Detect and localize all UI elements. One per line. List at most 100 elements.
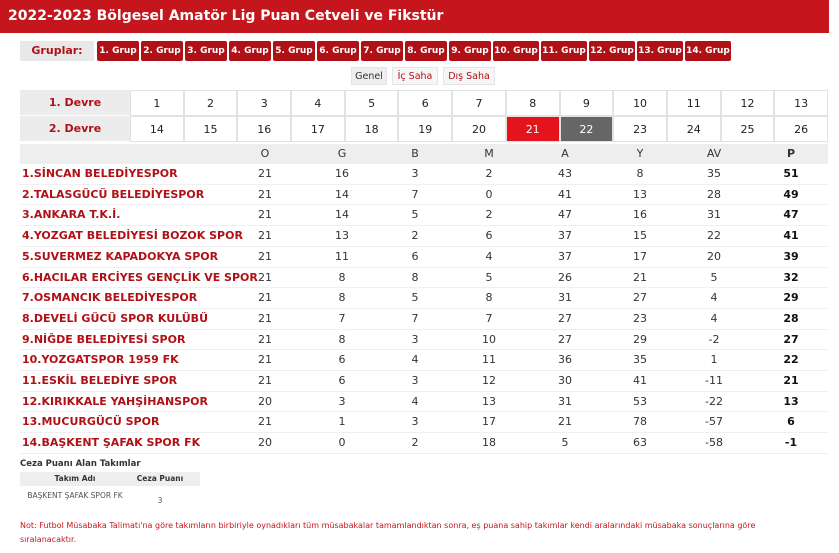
week-cell[interactable]: 14 — [130, 116, 184, 142]
stat-cell: 26 — [558, 270, 572, 284]
stat-cell: 8 — [338, 332, 346, 346]
group-button[interactable]: 6. Grup — [317, 41, 359, 61]
stat-cell: 7 — [411, 311, 419, 325]
stat-cell: -11 — [705, 374, 723, 387]
stat-cell: 13 — [633, 187, 647, 201]
group-button[interactable]: 14. Grup — [685, 41, 731, 61]
groups-label: Gruplar: — [20, 41, 94, 61]
tab[interactable]: Genel — [351, 67, 387, 85]
week-cell[interactable]: 8 — [505, 90, 560, 116]
tab[interactable]: İç Saha — [392, 67, 438, 85]
week-cell[interactable]: 15 — [183, 116, 238, 142]
group-button[interactable]: 1. Grup — [97, 41, 139, 61]
week-cell[interactable]: 19 — [398, 116, 453, 142]
stat-cell: 16 — [633, 208, 647, 222]
penalty-col: Takım Adı — [54, 474, 96, 483]
team-name[interactable]: 13.MUCURGÜCÜ SPOR — [22, 415, 160, 429]
stat-cell: 2 — [485, 208, 493, 222]
week-cell[interactable]: 5 — [344, 90, 399, 116]
stat-cell: 0 — [485, 187, 493, 201]
row-separator — [20, 349, 828, 351]
stat-cell: 3 — [411, 332, 419, 346]
week-cell[interactable]: 10 — [613, 90, 667, 116]
stat-cell: 27 — [633, 291, 647, 305]
team-name[interactable]: 4.YOZGAT BELEDİYESİ BOZOK SPOR — [22, 229, 243, 243]
stat-cell: 5 — [485, 270, 493, 284]
team-name[interactable]: 2.TALASGÜCÜ BELEDİYESPOR — [22, 187, 205, 201]
group-button[interactable]: 8. Grup — [405, 41, 447, 61]
week-cell[interactable]: 1 — [130, 90, 184, 116]
team-name[interactable]: 6.HACILAR ERCİYES GENÇLİK VE SPOR — [22, 270, 258, 284]
team-name[interactable]: 3.ANKARA T.K.İ. — [22, 208, 121, 222]
stat-cell: 21 — [633, 270, 647, 284]
week-cell[interactable]: 2 — [183, 90, 238, 116]
stat-cell: 21 — [258, 229, 272, 243]
team-name[interactable]: 9.NİĞDE BELEDİYESİ SPOR — [22, 332, 186, 346]
week-cell[interactable]: 12 — [720, 90, 775, 116]
team-name[interactable]: 10.YOZGATSPOR 1959 FK — [22, 353, 179, 367]
row-separator — [20, 245, 828, 247]
team-name[interactable]: 5.SUVERMEZ KAPADOKYA SPOR — [22, 249, 219, 263]
stat-cell: 29 — [633, 332, 647, 346]
tab[interactable]: Dış Saha — [443, 67, 495, 85]
stat-cell: 29 — [783, 291, 799, 305]
stat-cell: 5 — [411, 208, 419, 222]
group-button[interactable]: 2. Grup — [141, 41, 183, 61]
row-separator — [20, 266, 828, 268]
stat-cell: 39 — [783, 249, 799, 263]
row-separator — [20, 370, 828, 371]
stat-cell: 41 — [783, 229, 799, 243]
stat-cell: 20 — [258, 436, 272, 450]
stat-cell: 41 — [558, 187, 572, 201]
group-button[interactable]: 12. Grup — [589, 41, 635, 61]
week-cell[interactable]: 9 — [559, 90, 614, 116]
stat-cell: 21 — [258, 311, 272, 325]
stat-cell: -1 — [784, 436, 798, 450]
stat-cell: 21 — [258, 187, 272, 201]
week-cell[interactable]: 4 — [291, 90, 345, 116]
team-name[interactable]: 8.DEVELİ GÜCÜ SPOR KULÜBÜ — [22, 311, 208, 325]
week-cell[interactable]: 17 — [291, 116, 345, 142]
week-cell[interactable]: 25 — [720, 116, 775, 142]
group-button[interactable]: 7. Grup — [361, 41, 403, 61]
team-name[interactable]: 1.SİNCAN BELEDİYESPOR — [22, 167, 178, 180]
stat-cell: 21 — [258, 353, 272, 367]
group-button[interactable]: 13. Grup — [637, 41, 683, 61]
group-button[interactable]: 11. Grup — [541, 41, 587, 61]
stat-cell: 27 — [558, 332, 572, 346]
team-name[interactable]: 14.BAŞKENT ŞAFAK SPOR FK — [22, 436, 201, 450]
stat-cell: 21 — [558, 415, 572, 429]
week-cell[interactable]: 26 — [774, 116, 828, 142]
week-cell[interactable]: 22 — [559, 116, 614, 142]
week-cell[interactable]: 16 — [237, 116, 292, 142]
stat-cell: 43 — [558, 167, 572, 180]
week-cell[interactable]: 20 — [452, 116, 506, 142]
team-name[interactable]: 7.OSMANCIK BELEDİYESPOR — [22, 291, 198, 305]
group-button[interactable]: 3. Grup — [185, 41, 227, 61]
group-button[interactable]: 9. Grup — [449, 41, 491, 61]
week-cell[interactable]: 11 — [666, 90, 721, 116]
week-cell[interactable]: 3 — [237, 90, 292, 116]
week-cell[interactable]: 24 — [666, 116, 721, 142]
stat-cell: 3 — [411, 415, 419, 429]
stat-cell: 47 — [783, 208, 799, 222]
week-cell[interactable]: 13 — [774, 90, 828, 116]
week-cell[interactable]: 23 — [613, 116, 667, 142]
row-separator — [20, 183, 828, 185]
stat-cell: 36 — [558, 353, 572, 367]
group-button[interactable]: 5. Grup — [273, 41, 315, 61]
group-button[interactable]: 10. Grup — [493, 41, 539, 61]
stat-cell: 3 — [411, 374, 419, 387]
team-name[interactable]: 11.ESKİL BELEDİYE SPOR — [22, 374, 178, 387]
week-cell[interactable]: 18 — [344, 116, 399, 142]
week-cell[interactable]: 21 — [505, 116, 560, 142]
stat-cell: 11 — [335, 249, 349, 263]
week-cell[interactable]: 6 — [398, 90, 453, 116]
stat-cell: 3 — [338, 394, 346, 408]
column-header: B — [411, 147, 419, 160]
column-header: P — [786, 147, 796, 160]
week-cell[interactable]: 7 — [452, 90, 506, 116]
stat-cell: 18 — [482, 436, 496, 450]
team-name[interactable]: 12.KIRIKKALE YAHŞİHANSPOR — [22, 394, 208, 408]
group-button[interactable]: 4. Grup — [229, 41, 271, 61]
